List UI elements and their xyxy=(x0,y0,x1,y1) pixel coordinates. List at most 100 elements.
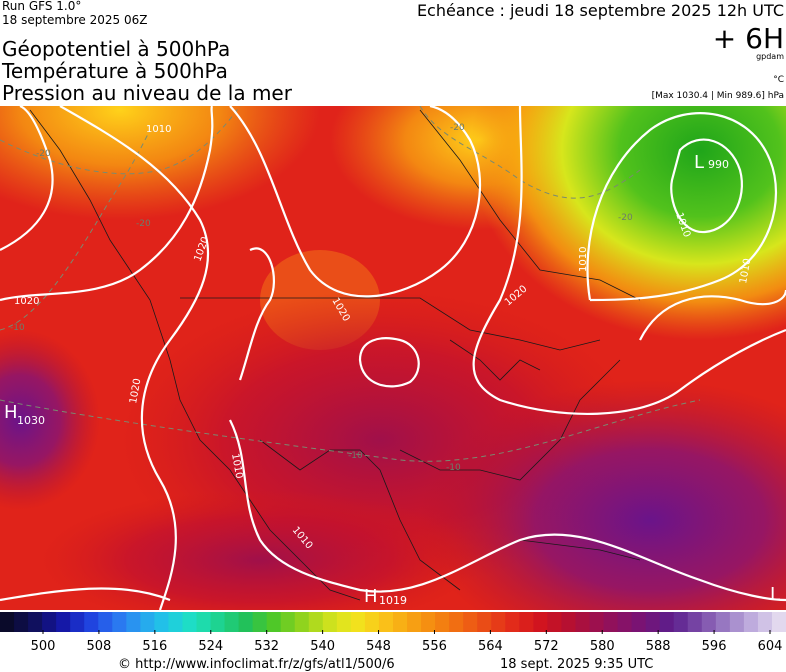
colorbar-swatch xyxy=(42,612,57,632)
colorbar-swatch xyxy=(378,612,394,632)
high-letter: H xyxy=(364,586,378,607)
colorbar-swatch xyxy=(547,612,562,632)
colorbar-swatch xyxy=(533,612,548,632)
center-pressure: 1019 xyxy=(379,594,407,607)
colorbar-label: 564 xyxy=(478,639,503,654)
colorbar-swatch xyxy=(407,612,422,632)
colorbar-swatch xyxy=(364,612,380,632)
colorbar-swatch xyxy=(645,612,661,632)
colorbar-swatch xyxy=(575,612,590,632)
low-letter: L xyxy=(694,152,704,173)
colorbar-swatch xyxy=(182,612,197,632)
colorbar-swatch xyxy=(28,612,43,632)
colorbar-label: 540 xyxy=(310,639,335,654)
temp-unit: °C xyxy=(773,75,784,85)
colorbar-swatch xyxy=(421,612,436,632)
colorbar-swatch xyxy=(505,612,520,632)
valid-time: Echéance : jeudi 18 septembre 2025 12h U… xyxy=(417,1,784,20)
colorbar-swatch xyxy=(308,612,324,632)
pressure-range: [Max 1030.4 | Min 989.6] hPa xyxy=(652,91,784,101)
colorbar-swatch xyxy=(701,612,717,632)
colorbar-swatch xyxy=(673,612,689,632)
colorbar-label: 516 xyxy=(142,639,167,654)
colorbar-swatch xyxy=(322,612,338,632)
colorbar-swatch xyxy=(729,612,745,632)
colorbar-swatch xyxy=(140,612,155,632)
geo-unit: gpdam xyxy=(756,52,784,61)
center-pressure: 1030 xyxy=(17,414,45,427)
temp-label: -20 xyxy=(450,123,465,133)
colorbar-swatch xyxy=(477,612,492,632)
run-label: Run GFS 1.0° xyxy=(2,0,81,13)
colorbar-swatch xyxy=(519,612,534,632)
colorbar-swatch xyxy=(0,612,15,632)
colorbar-swatch xyxy=(659,612,675,632)
colorbar-label: 572 xyxy=(534,639,559,654)
colorbar-swatch xyxy=(210,612,226,632)
colorbar-swatch xyxy=(687,612,703,632)
temp-label: -10 xyxy=(446,463,461,473)
temp-label: -20 xyxy=(136,219,151,229)
colorbar-swatch xyxy=(350,612,366,632)
isobar-label: 1020 xyxy=(14,296,39,307)
colorbar-swatch xyxy=(168,612,183,632)
colorbar-label: 556 xyxy=(422,639,447,654)
colorbar-swatch xyxy=(336,612,352,632)
isobar-label: 1010 xyxy=(229,453,244,480)
colorbar-swatch xyxy=(280,612,296,632)
colorbar-swatch xyxy=(252,612,268,632)
colorbar-swatch xyxy=(154,612,169,632)
colorbar-swatch xyxy=(266,612,282,632)
colorbar-swatch xyxy=(112,612,127,632)
isobar-label: 1010 xyxy=(146,124,171,135)
colorbar-swatch xyxy=(70,612,85,632)
source-link: © http://www.infoclimat.fr/z/gfs/atl1/50… xyxy=(118,657,395,672)
temp-label: -20 xyxy=(618,213,633,223)
colorbar-swatch xyxy=(617,612,633,632)
colorbar-label: 596 xyxy=(702,639,727,654)
colorbar-swatch xyxy=(14,612,29,632)
colorbar-swatch xyxy=(126,612,141,632)
temp-label: -10 xyxy=(10,323,25,333)
colorbar-swatch xyxy=(98,612,113,632)
colorbar-label: 524 xyxy=(198,639,223,654)
colorbar-label: 500 xyxy=(31,639,56,654)
temp-label: -20 xyxy=(36,149,51,159)
generated-time: 18 sept. 2025 9:35 UTC xyxy=(500,657,653,672)
isobar-label: 1010 xyxy=(578,247,589,272)
title-line: Géopotentiel à 500hPa xyxy=(2,37,230,61)
isobar-label: 1020 xyxy=(128,378,143,405)
colorbar-swatch xyxy=(603,612,619,632)
colorbar-label: 604 xyxy=(758,639,783,654)
colorbar-swatch xyxy=(757,612,773,632)
colorbar-label: 580 xyxy=(590,639,615,654)
colorbar-swatch xyxy=(435,612,450,632)
high-letter: H xyxy=(4,402,18,423)
low-letter: L xyxy=(770,584,780,605)
colorbar-swatch xyxy=(84,612,99,632)
colorbar-swatch xyxy=(631,612,647,632)
lead-time: + 6H xyxy=(713,22,784,55)
colorbar-swatch xyxy=(238,612,254,632)
title-line: Température à 500hPa xyxy=(1,59,228,83)
colorbar-label: 508 xyxy=(87,639,112,654)
center-pressure: 990 xyxy=(708,158,729,171)
colorbar: 500 508 516 524 532 540 548 556 564 572 580 588 596 6… xyxy=(0,612,786,654)
title-line: Pression au niveau de la mer xyxy=(2,81,293,105)
run-date: 18 septembre 2025 06Z xyxy=(2,13,147,27)
colorbar-swatch xyxy=(224,612,240,632)
colorbar-swatch xyxy=(771,612,786,632)
colorbar-swatch xyxy=(56,612,71,632)
colorbar-swatch xyxy=(449,612,464,632)
colorbar-swatch xyxy=(491,612,506,632)
colorbar-swatch xyxy=(589,612,605,632)
temp-label: -10 xyxy=(348,451,363,461)
colorbar-label: 588 xyxy=(646,639,671,654)
colorbar-swatch xyxy=(196,612,212,632)
isobar-label: 1010 xyxy=(738,258,753,285)
colorbar-swatch xyxy=(393,612,408,632)
colorbar-swatch xyxy=(463,612,478,632)
colorbar-swatch xyxy=(743,612,759,632)
